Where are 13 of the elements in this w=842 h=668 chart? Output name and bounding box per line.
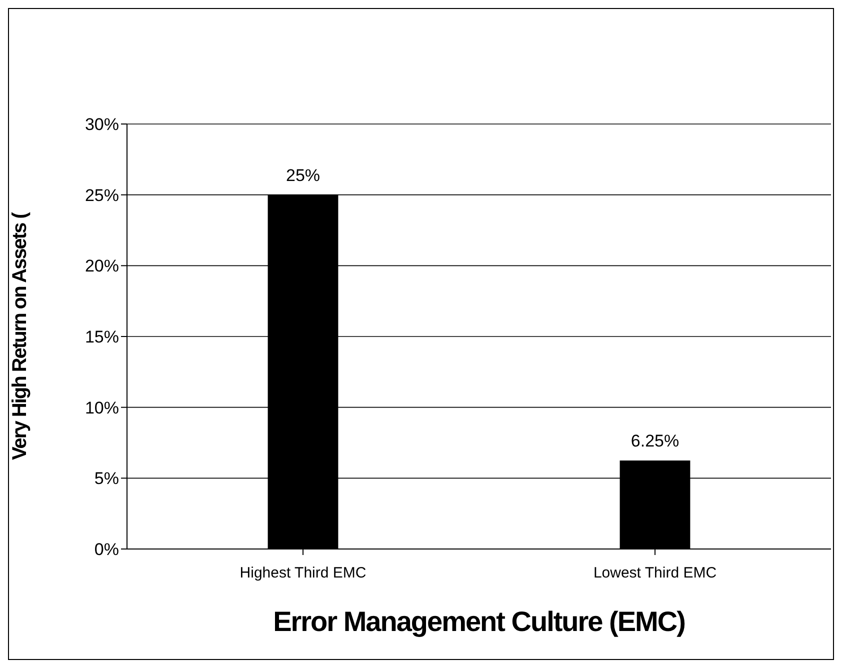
data-label: 6.25% — [630, 431, 680, 450]
y-tick-label: 10% — [84, 398, 119, 418]
y-tick-label: 5% — [94, 469, 119, 488]
y-tick-label: 20% — [84, 256, 119, 276]
x-axis-title: Error Management Culture (EMC) — [273, 606, 685, 637]
y-tick-label: 0% — [94, 540, 119, 560]
y-tick-label: 30% — [84, 115, 119, 134]
y-tick-label: 25% — [84, 186, 119, 205]
y-axis-title: Very High Return on Assets ( — [9, 212, 32, 460]
y-tick-label: 15% — [84, 328, 119, 347]
x-tick-label: Lowest Third EMC — [593, 564, 717, 582]
data-label: 25% — [286, 166, 320, 185]
x-tick-label: Highest Third EMC — [240, 564, 366, 582]
